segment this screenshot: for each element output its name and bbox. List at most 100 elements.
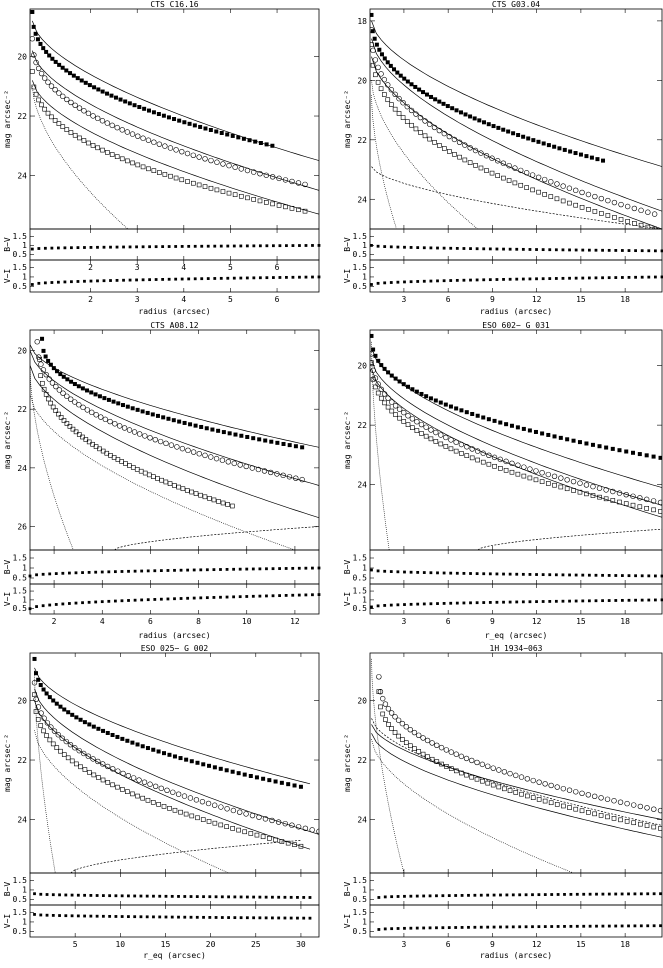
data-point: [542, 798, 548, 804]
vi-point: [50, 281, 54, 284]
data-point: [119, 459, 124, 464]
data-point: [130, 465, 136, 470]
data-point: [370, 333, 374, 338]
dotted-fit-curve: [371, 658, 405, 873]
vi-point: [238, 595, 242, 599]
data-point: [521, 464, 527, 470]
data-point: [50, 741, 56, 747]
data-point: [247, 138, 252, 143]
data-point: [210, 427, 215, 432]
data-point: [541, 141, 546, 146]
data-point: [441, 130, 448, 137]
x-tick-label: 12: [532, 617, 542, 626]
bv-point: [495, 247, 499, 251]
data-point: [417, 87, 422, 92]
vi-point: [219, 276, 223, 280]
bv-point: [377, 896, 381, 899]
data-point: [145, 797, 151, 803]
data-point: [370, 47, 376, 54]
bv-point: [653, 574, 657, 578]
data-point: [84, 407, 91, 413]
vi-point: [63, 280, 67, 284]
bv-y-tick-label: 0.5: [13, 250, 28, 259]
data-point: [179, 445, 186, 452]
vi-point: [575, 924, 579, 928]
data-point: [212, 765, 217, 770]
bv-point: [108, 894, 112, 898]
data-point: [249, 465, 255, 471]
data-point: [579, 189, 585, 196]
data-point: [107, 418, 113, 425]
vi-point: [482, 278, 486, 282]
bv-point: [298, 244, 301, 247]
vi-point: [436, 602, 439, 605]
bv-point: [251, 567, 255, 571]
bv-point: [183, 895, 187, 898]
data-point: [645, 209, 651, 215]
x-tick-label: 3: [402, 617, 407, 626]
bv-point: [607, 574, 611, 577]
data-point: [145, 410, 150, 415]
x-tick-label: 8: [196, 617, 201, 626]
vi-point: [139, 915, 143, 919]
data-point: [112, 421, 118, 427]
data-point: [420, 751, 426, 757]
data-point: [109, 93, 114, 98]
data-point: [584, 441, 589, 446]
data-point: [443, 402, 448, 407]
data-point: [264, 142, 269, 147]
data-point: [51, 698, 56, 703]
data-point: [413, 111, 419, 117]
data-point: [87, 722, 92, 727]
bv-y-tick-label: 1: [22, 241, 27, 250]
data-point: [114, 154, 120, 160]
data-point: [132, 103, 137, 108]
data-point: [293, 444, 298, 449]
data-point: [68, 130, 74, 135]
vi-y-tick-label: 0.5: [353, 604, 368, 613]
data-point: [193, 797, 200, 803]
data-point: [156, 802, 161, 807]
data-point: [420, 735, 426, 741]
bv-point: [219, 568, 222, 571]
vi-point: [39, 913, 43, 917]
bv-point: [166, 569, 170, 572]
bv-point: [81, 571, 84, 574]
data-point: [43, 371, 49, 378]
data-point: [478, 150, 484, 156]
vi-point: [120, 915, 124, 918]
vi-y-tick-label: 1.5: [353, 587, 368, 596]
vi-point: [543, 925, 547, 928]
data-point: [418, 130, 423, 135]
vi-point: [48, 603, 52, 607]
data-point: [429, 756, 435, 762]
data-point: [370, 360, 374, 366]
bv-point: [528, 248, 532, 251]
data-point: [618, 201, 624, 208]
data-point: [598, 813, 604, 818]
data-point: [418, 421, 425, 428]
data-point: [257, 198, 263, 204]
bv-point: [133, 894, 137, 898]
vi-point: [502, 600, 505, 604]
vi-y-tick-label: 0.5: [13, 604, 28, 613]
vi-point: [561, 276, 565, 280]
vi-point: [473, 925, 477, 929]
data-point: [91, 724, 96, 729]
data-point: [60, 93, 66, 100]
vi-point: [152, 915, 155, 919]
bv-point: [264, 895, 268, 899]
data-point: [453, 448, 459, 454]
data-point: [447, 149, 452, 154]
vi-axis-label: V−I: [343, 914, 352, 929]
bv-point: [587, 573, 591, 577]
bv-point: [200, 244, 204, 248]
bv-axis-label: B−V: [343, 560, 352, 575]
data-point: [208, 454, 214, 460]
data-point: [158, 785, 164, 792]
data-point: [515, 471, 521, 477]
data-point: [533, 477, 539, 483]
data-point: [275, 440, 280, 445]
data-point: [386, 722, 391, 727]
data-point: [630, 493, 636, 499]
